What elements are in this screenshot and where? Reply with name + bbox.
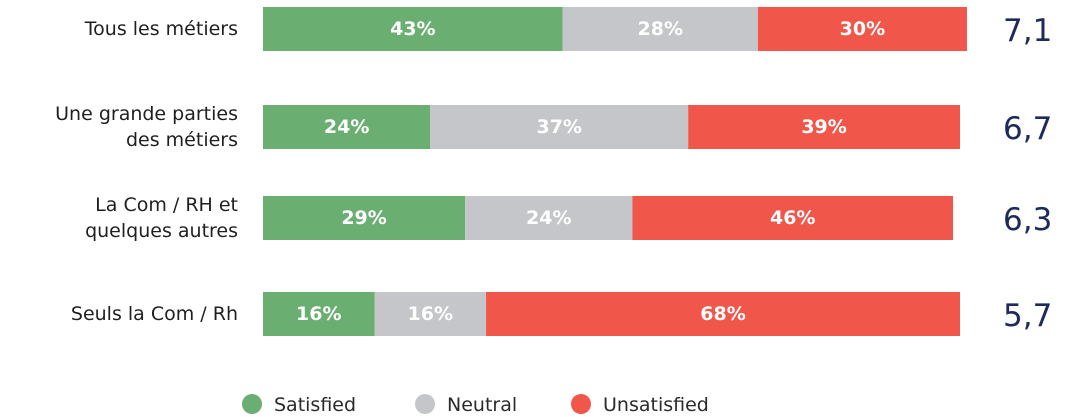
legend-label: Unsatisfied xyxy=(603,394,709,416)
bar-segment xyxy=(757,7,967,51)
value-label: 39% xyxy=(801,116,846,138)
category-label: Une grande parties des métiers xyxy=(55,103,238,151)
value-label: 30% xyxy=(840,18,885,40)
bar-segment xyxy=(465,196,633,240)
value-label: 29% xyxy=(341,207,386,229)
bar-segment xyxy=(562,7,758,51)
score: 6,7 xyxy=(1003,111,1052,147)
score: 5,7 xyxy=(1003,298,1052,334)
category-label: Tous les métiers xyxy=(84,18,238,40)
bar-segment xyxy=(486,292,960,336)
bar-segment xyxy=(263,292,375,336)
bar-segment xyxy=(263,196,466,240)
value-label: 16% xyxy=(408,303,453,325)
value-label: 46% xyxy=(770,207,815,229)
bar-segment xyxy=(374,292,487,336)
score: 7,1 xyxy=(1003,13,1052,49)
legend-label: Neutral xyxy=(447,394,517,416)
legend-label: Satisfied xyxy=(274,394,356,416)
bar-segment xyxy=(263,105,431,149)
value-label: 37% xyxy=(536,116,581,138)
category-label: La Com / RH et quelques autres xyxy=(85,194,238,242)
bar-segment xyxy=(430,105,689,149)
legend-swatch xyxy=(415,394,435,414)
value-label: 68% xyxy=(700,303,745,325)
legend-swatch xyxy=(242,394,262,414)
value-label: 24% xyxy=(324,116,369,138)
value-label: 16% xyxy=(296,303,341,325)
legend-swatch xyxy=(571,394,591,414)
value-label: 24% xyxy=(526,207,571,229)
bar-segment xyxy=(632,196,954,240)
bar-segment xyxy=(688,105,960,149)
value-label: 43% xyxy=(390,18,435,40)
bar-segment xyxy=(263,7,563,51)
value-label: 28% xyxy=(638,18,683,40)
category-label: Seuls la Com / Rh xyxy=(70,303,238,325)
score: 6,3 xyxy=(1003,202,1052,238)
